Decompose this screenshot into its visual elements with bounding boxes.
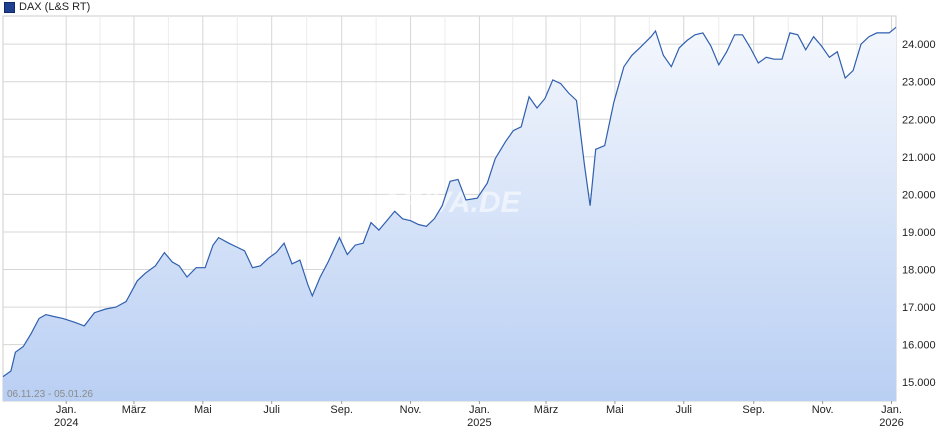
y-tick-label: 20.000	[902, 189, 936, 201]
x-tick-label: Juli	[263, 404, 280, 416]
y-tick-label: 18.000	[902, 265, 936, 277]
x-tick-year: 2024	[54, 417, 78, 429]
x-tick-label: Nov.	[400, 404, 422, 416]
x-tick-label: Mai	[606, 404, 624, 416]
y-tick-label: 19.000	[902, 227, 936, 239]
y-tick-label: 24.000	[902, 39, 936, 51]
date-range-label: 06.11.23 - 05.01.26	[7, 389, 93, 400]
legend: DAX (L&S RT)	[4, 1, 90, 13]
x-tick-label: Jan.	[56, 404, 77, 416]
legend-label: DAX (L&S RT)	[19, 1, 91, 13]
x-tick-label: Mai	[194, 404, 212, 416]
price-line	[2, 26, 897, 378]
y-tick-label: 16.000	[902, 340, 936, 352]
x-tick-label: Juli	[675, 404, 692, 416]
x-tick-year: 2026	[879, 417, 903, 429]
y-axis: 15.000 16.000 17.000 18.000 19.000 20.000 21.0…	[902, 39, 936, 389]
x-tick-label: Jan.	[881, 404, 902, 416]
x-tick-label: Nov.	[812, 404, 834, 416]
x-tick-label: Jan.	[469, 404, 490, 416]
y-tick-label: 22.000	[902, 114, 936, 126]
legend-swatch	[4, 1, 15, 13]
y-tick-label: 23.000	[902, 77, 936, 89]
x-tick-label: März	[122, 404, 146, 416]
y-tick-label: 21.000	[902, 152, 936, 164]
watermark: ARIVA.DE	[378, 186, 521, 219]
x-tick-label: Sep.	[742, 404, 765, 416]
x-tick-year: 2025	[467, 417, 491, 429]
x-tick-label: März	[534, 404, 558, 416]
y-tick-label: 15.000	[902, 377, 936, 389]
x-tick-label: Sep.	[330, 404, 353, 416]
y-tick-label: 17.000	[902, 302, 936, 314]
price-area	[3, 27, 896, 402]
